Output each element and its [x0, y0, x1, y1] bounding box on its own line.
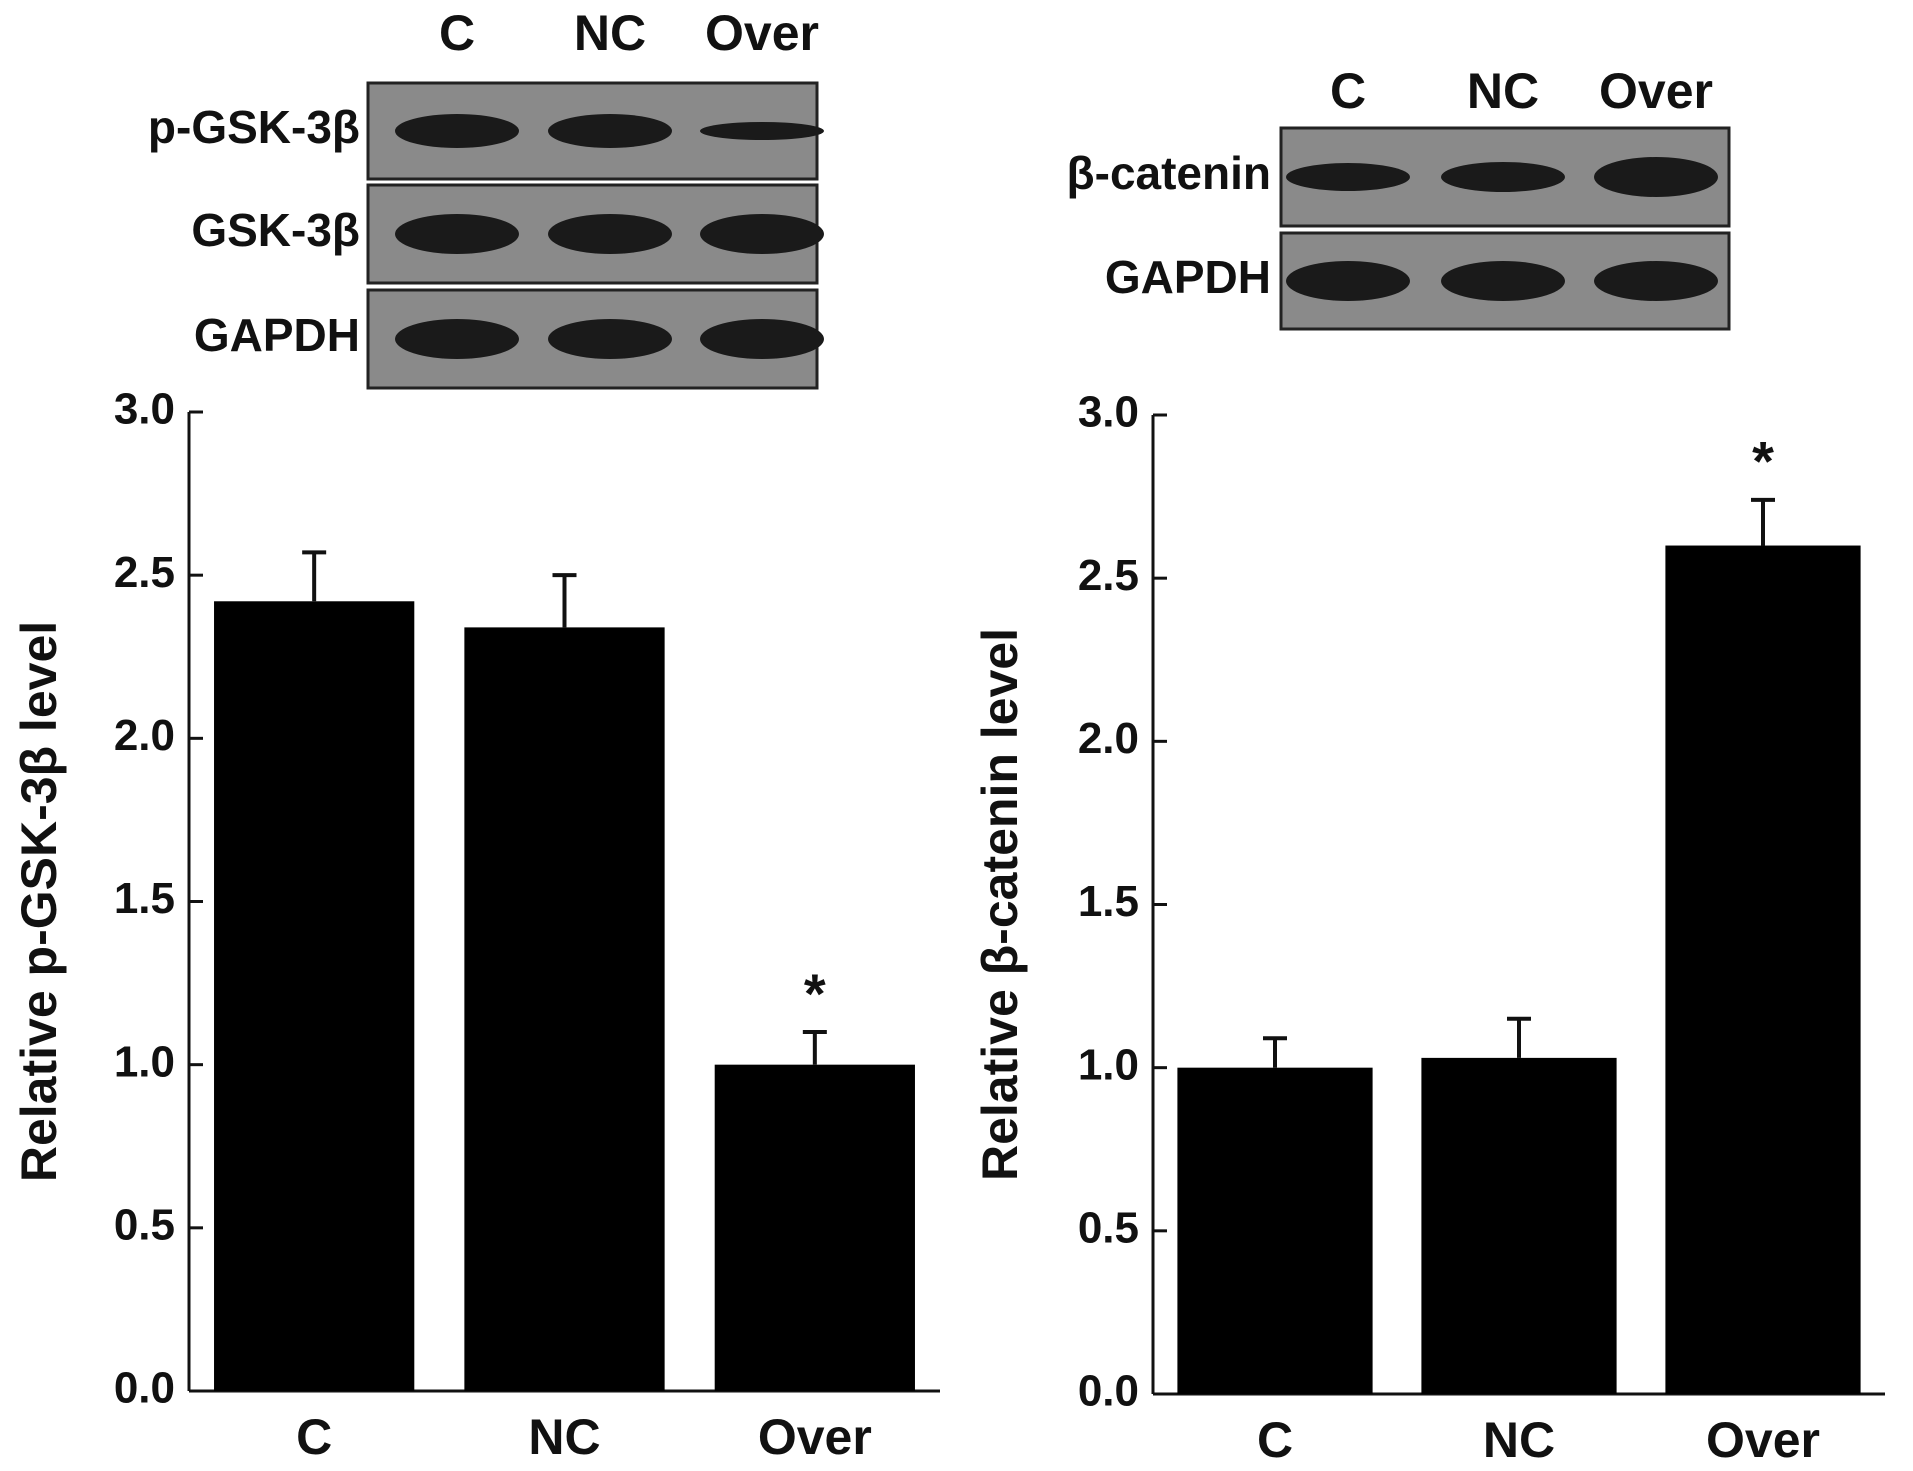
y-tick-label: 1.0	[1078, 1040, 1139, 1089]
blot-lane-label: C	[439, 5, 475, 61]
error-bar	[552, 573, 577, 628]
y-tick-label: 1.0	[114, 1037, 175, 1086]
error-bar	[1263, 1036, 1287, 1068]
significance-mark: *	[1752, 430, 1774, 493]
blot-row-label: GAPDH	[1105, 251, 1271, 303]
y-tick-label: 1.5	[1078, 877, 1139, 926]
blot-band	[1286, 261, 1410, 301]
y-tick-label: 2.0	[114, 711, 175, 760]
y-tick-label: 1.5	[114, 874, 175, 923]
error-bar	[802, 1030, 827, 1065]
y-tick-label: 2.5	[1078, 551, 1139, 600]
y-tick-label: 2.0	[1078, 714, 1139, 763]
y-tick-label: 2.5	[114, 548, 175, 597]
bar	[214, 601, 415, 1391]
x-tick-label: Over	[1706, 1412, 1820, 1468]
error-bar	[1507, 1016, 1531, 1058]
blot-band	[395, 114, 519, 148]
blot-band	[548, 114, 672, 148]
bar	[1665, 545, 1861, 1394]
y-tick-label: 0.5	[1078, 1203, 1139, 1252]
bar	[1177, 1067, 1373, 1394]
blot-band	[700, 122, 824, 140]
bar	[714, 1064, 915, 1391]
y-tick-label: 0.0	[114, 1364, 175, 1413]
blot-row-label: GAPDH	[194, 309, 360, 361]
blot-band	[548, 214, 672, 254]
x-tick-label: NC	[1483, 1412, 1555, 1468]
error-bar	[1751, 497, 1775, 546]
x-tick-label: NC	[528, 1409, 600, 1465]
x-tick-label: Over	[758, 1409, 872, 1465]
blot-lane-label: NC	[1467, 63, 1539, 119]
y-axis-label: Relative β-catenin level	[972, 628, 1028, 1181]
blot-band	[1286, 163, 1410, 191]
x-tick-label: C	[296, 1409, 332, 1465]
y-axis-label: Relative p-GSK-3β level	[11, 621, 67, 1182]
blot-row-label: GSK-3β	[191, 204, 360, 256]
blot-row-label: p-GSK-3β	[148, 101, 360, 153]
blot-band	[1594, 157, 1718, 197]
bar	[464, 627, 665, 1391]
blot-row-label: β-catenin	[1067, 147, 1271, 199]
blot-lane-label: NC	[574, 5, 646, 61]
blot-band	[395, 214, 519, 254]
blot-lane-label: Over	[705, 5, 819, 61]
y-tick-label: 3.0	[1078, 388, 1139, 437]
significance-mark: *	[804, 962, 826, 1025]
y-tick-label: 0.0	[1078, 1367, 1139, 1416]
blot-band	[1441, 162, 1565, 192]
error-bar	[302, 550, 327, 602]
blot-band	[395, 319, 519, 359]
blot-band	[548, 319, 672, 359]
blot-band	[700, 214, 824, 254]
y-tick-label: 3.0	[114, 385, 175, 434]
blot-lane-label: Over	[1599, 63, 1713, 119]
x-tick-label: C	[1257, 1412, 1293, 1468]
y-tick-label: 0.5	[114, 1200, 175, 1249]
blot-lane-label: C	[1330, 63, 1366, 119]
blot-band	[1594, 261, 1718, 301]
bar	[1421, 1057, 1617, 1394]
blot-band	[700, 319, 824, 359]
blot-band	[1441, 261, 1565, 301]
